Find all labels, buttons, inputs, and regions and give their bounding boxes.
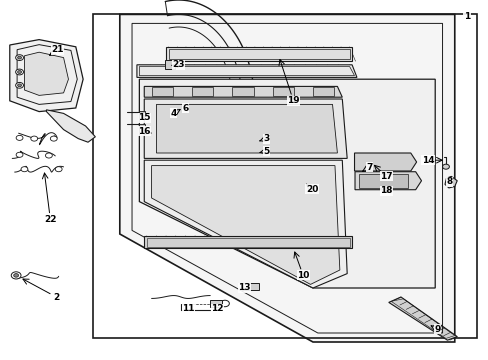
Text: 6: 6 — [183, 104, 188, 112]
Circle shape — [252, 135, 264, 144]
Bar — [232, 87, 253, 96]
Circle shape — [151, 131, 157, 135]
Circle shape — [18, 84, 21, 87]
Bar — [191, 87, 213, 96]
Polygon shape — [46, 110, 95, 142]
Text: 17: 17 — [379, 172, 392, 181]
Bar — [242, 283, 259, 290]
Text: 20: 20 — [305, 184, 318, 194]
Text: 5: 5 — [263, 147, 269, 156]
Circle shape — [16, 82, 23, 88]
Circle shape — [16, 152, 23, 157]
Bar — [139, 124, 144, 128]
Circle shape — [45, 153, 52, 158]
Circle shape — [442, 164, 448, 169]
Circle shape — [16, 69, 23, 75]
Circle shape — [16, 135, 23, 140]
Polygon shape — [120, 14, 454, 342]
Polygon shape — [139, 79, 434, 288]
Text: 4: 4 — [170, 109, 177, 118]
Bar — [188, 105, 198, 111]
Bar — [151, 87, 173, 96]
Circle shape — [255, 138, 261, 142]
Text: 19: 19 — [286, 96, 299, 105]
Text: 18: 18 — [379, 186, 392, 195]
Circle shape — [21, 167, 28, 172]
Circle shape — [55, 167, 62, 172]
Polygon shape — [144, 99, 346, 158]
Text: 21: 21 — [51, 45, 64, 54]
Bar — [272, 87, 294, 96]
Bar — [93, 14, 476, 338]
Polygon shape — [444, 176, 456, 188]
Text: 12: 12 — [211, 304, 224, 313]
Text: 22: 22 — [44, 215, 57, 224]
Circle shape — [220, 300, 229, 307]
Bar — [312, 87, 334, 96]
Circle shape — [18, 56, 21, 59]
Bar — [210, 300, 222, 307]
Bar — [359, 174, 407, 188]
Polygon shape — [144, 86, 342, 97]
Text: 16: 16 — [138, 127, 150, 136]
Bar — [139, 111, 144, 115]
Polygon shape — [144, 236, 351, 248]
Polygon shape — [137, 65, 356, 77]
Circle shape — [31, 136, 38, 141]
Circle shape — [18, 71, 21, 73]
Polygon shape — [354, 153, 416, 171]
Circle shape — [252, 147, 264, 156]
Circle shape — [148, 129, 160, 138]
Circle shape — [255, 149, 261, 153]
Text: 3: 3 — [263, 134, 269, 143]
Polygon shape — [144, 160, 346, 288]
Circle shape — [11, 272, 21, 279]
Circle shape — [14, 274, 19, 277]
Polygon shape — [166, 47, 351, 61]
Polygon shape — [354, 172, 421, 190]
Polygon shape — [151, 166, 339, 284]
Polygon shape — [388, 297, 456, 340]
Text: 23: 23 — [172, 60, 184, 69]
Polygon shape — [24, 52, 68, 95]
Bar — [172, 104, 184, 111]
Text: 1: 1 — [463, 12, 469, 21]
Text: 11: 11 — [182, 304, 194, 313]
Text: 10: 10 — [296, 271, 309, 280]
Circle shape — [50, 136, 57, 141]
Text: 15: 15 — [138, 113, 150, 122]
Circle shape — [16, 55, 23, 60]
Text: 2: 2 — [53, 292, 59, 302]
Polygon shape — [10, 40, 83, 112]
Text: 13: 13 — [238, 284, 250, 292]
Bar — [164, 60, 174, 69]
Ellipse shape — [382, 189, 418, 203]
Text: 14: 14 — [421, 156, 433, 165]
Text: 8: 8 — [446, 177, 452, 186]
Text: 7: 7 — [365, 163, 372, 172]
Circle shape — [169, 60, 173, 63]
Text: 9: 9 — [433, 325, 440, 334]
Polygon shape — [156, 104, 337, 153]
